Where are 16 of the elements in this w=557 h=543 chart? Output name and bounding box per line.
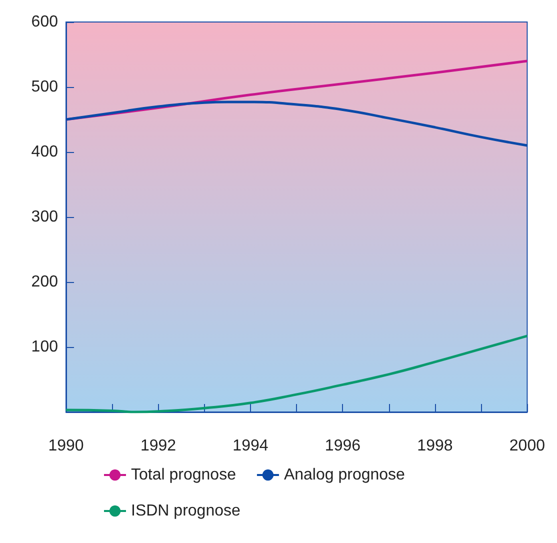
x-tick-label: 1996 [324,438,361,454]
x-tick-label: 1998 [417,438,453,454]
y-tick-label: 300 [31,208,58,226]
x-tick-label: 1990 [48,438,84,454]
y-tick-label: 400 [31,144,58,160]
x-tick-label: 1994 [232,438,268,454]
legend-label: Total prognose [131,466,236,484]
y-tick-label: 600 [31,14,58,30]
y-tick-label: 500 [31,78,58,96]
y-tick-label: 100 [31,338,58,356]
x-tick-label: 2000 [509,438,546,454]
x-tick-label: 1992 [140,438,176,454]
line-series [64,100,528,147]
legend-label: ISDN prognose [131,502,240,520]
legend-label: Analog prognose [284,466,406,484]
y-tick-label: 200 [31,274,58,290]
